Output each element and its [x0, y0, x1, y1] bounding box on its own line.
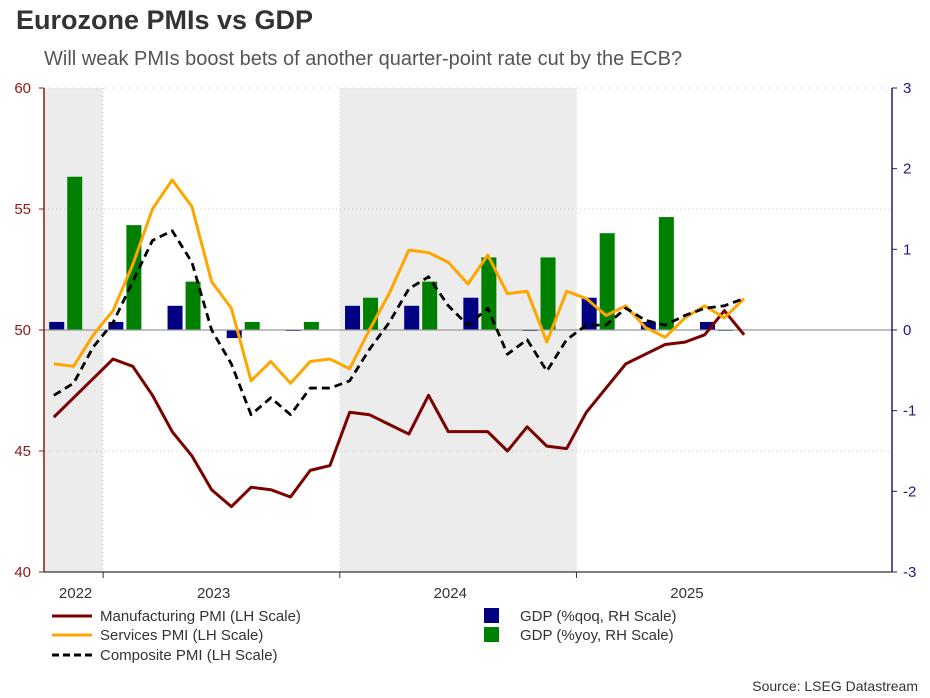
legend-label-gdp_yoy: GDP (%yoy, RH Scale) [520, 627, 674, 644]
left-tick-label-50: 50 [14, 322, 31, 339]
gdp_qoq-bar-2 [167, 305, 183, 330]
source-note: Source: LSEG Datastream [752, 678, 918, 694]
left-tick-label-55: 55 [14, 201, 31, 218]
gdp_yoy-bar-4 [303, 321, 319, 330]
gdp_yoy-bar-0 [67, 176, 83, 330]
x-tick-label-2022: 2022 [59, 585, 92, 602]
chart-subtitle: Will weak PMIs boost bets of another qua… [44, 48, 683, 70]
right-tick-label-3: 3 [903, 80, 911, 97]
gdp_yoy-bar-8 [540, 257, 556, 330]
gdp_qoq-bar-10 [640, 321, 656, 330]
gdp_yoy-bar-10 [658, 217, 674, 330]
chart-title: Eurozone PMIs vs GDP [16, 5, 314, 35]
legend-swatch-gdp_qoq [484, 608, 499, 623]
legend: Manufacturing PMI (LH Scale) Services PMI… [52, 608, 676, 664]
gdp_yoy-bar-9 [599, 233, 615, 330]
left-tick-label-40: 40 [14, 564, 31, 581]
x-tick-label-2023: 2023 [197, 585, 230, 602]
composite-line [53, 229, 745, 417]
gdp_yoy-bar-2 [185, 281, 201, 330]
gdp_qoq-bar-3 [226, 330, 242, 339]
legend-label-composite: Composite PMI (LH Scale) [100, 647, 278, 664]
axes: 40 45 50 55 60 -3 -2 -1 0 1 2 3 2022 2023 2024 2025 [14, 80, 916, 602]
right-tick-label-1: 1 [903, 241, 911, 258]
gdp_qoq-bar-5 [345, 305, 361, 330]
legend-label-manufacturing: Manufacturing PMI (LH Scale) [100, 608, 301, 625]
legend-label-gdp_qoq: GDP (%qoq, RH Scale) [520, 608, 676, 625]
gdp_qoq-bar-6 [404, 305, 420, 330]
left-tick-label-60: 60 [14, 80, 31, 97]
right-tick-label--1: -1 [903, 403, 916, 420]
right-tick-label--3: -3 [903, 564, 916, 581]
legend-label-services: Services PMI (LH Scale) [100, 627, 263, 644]
gdp_qoq-bar-0 [49, 321, 65, 330]
x-tick-label-2025: 2025 [670, 585, 703, 602]
gdp_qoq-bar-7 [463, 297, 479, 330]
legend-swatch-gdp_yoy [484, 627, 499, 642]
left-tick-label-45: 45 [14, 443, 31, 460]
gdp_yoy-bar-7 [481, 257, 497, 330]
x-tick-label-2024: 2024 [434, 585, 467, 602]
gdp_qoq-bar-11 [700, 321, 716, 330]
pmi-lines [52, 178, 746, 509]
right-tick-label-0: 0 [903, 322, 911, 339]
gdp_yoy-bar-3 [244, 321, 260, 330]
gdp_qoq-bar-1 [108, 321, 124, 330]
gdp-bars [49, 176, 734, 339]
manufacturing-line [52, 309, 746, 509]
right-tick-label-2: 2 [903, 161, 911, 178]
gdp_yoy-bar-6 [422, 281, 438, 330]
right-tick-label--2: -2 [903, 483, 916, 500]
